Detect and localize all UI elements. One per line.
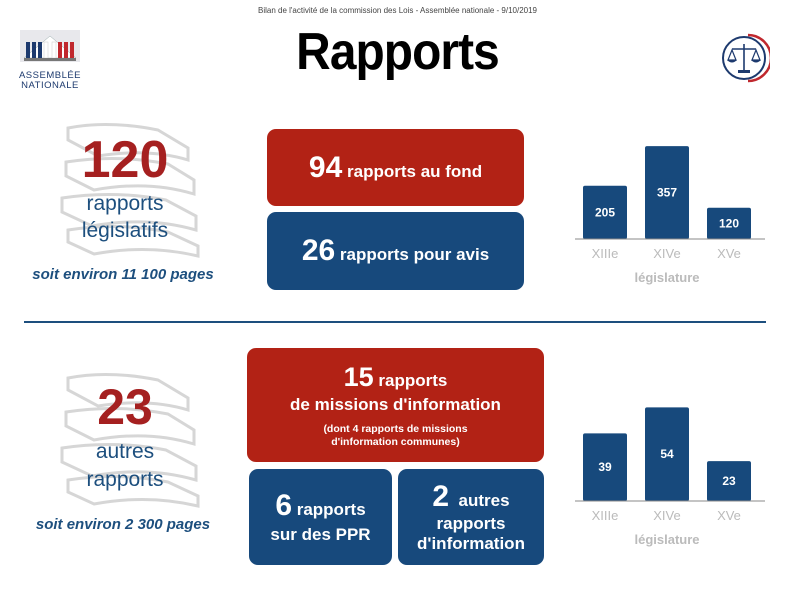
missions-text: rapports <box>373 370 448 390</box>
header-subtitle: Bilan de l'activité de la commission des… <box>257 6 537 15</box>
ppr-number: 6 <box>275 489 292 522</box>
x-tick-label: XVe <box>717 508 741 523</box>
x-tick-label: XVe <box>717 246 741 261</box>
bar-XIVe <box>645 146 689 239</box>
ppr-text: rapports <box>292 500 366 519</box>
other-pages: soit environ 2 300 pages <box>35 516 211 533</box>
bar-value-label: 23 <box>722 474 736 488</box>
books-icon <box>60 122 200 258</box>
reports-fond-text: rapports au fond <box>342 161 483 181</box>
ppr-line2: sur des PPR <box>270 525 371 544</box>
box-reports-fond: 94 rapports au fond <box>267 129 524 206</box>
legislative-label-line2: législatifs <box>81 219 169 242</box>
x-tick-label: XIVe <box>653 508 680 523</box>
bar-XIIIe <box>583 433 627 501</box>
missions-note-line2: d'information communes) <box>331 435 460 448</box>
logo-line2: NATIONALE <box>21 80 79 91</box>
reports-avis-number: 26 <box>301 234 336 267</box>
other-info-line3: d'information <box>417 534 525 553</box>
bar-value-label: 120 <box>719 216 739 230</box>
books-icon-2 <box>60 372 200 508</box>
chart-other-reports: 39 XIIIe 54 XIVe 23 XVe législature <box>575 407 765 547</box>
x-axis-label: législature <box>634 532 699 547</box>
box-other-information: 2 autres rapports d'information <box>398 469 544 565</box>
logo-line1: ASSEMBLÉE <box>18 70 82 81</box>
box-reports-ppr: 6 rapports sur des PPR <box>249 469 392 565</box>
missions-note-line1: (dont 4 rapports de missions <box>323 422 468 435</box>
missions-line2: de missions d'information <box>290 394 501 414</box>
total-other-number: 23 <box>97 379 153 435</box>
bar-value-label: 205 <box>595 205 615 219</box>
total-legislative-number: 120 <box>81 131 169 189</box>
box-missions-information: 15 rapports de missions d'information (d… <box>247 348 544 462</box>
legislative-label-line1: rapports <box>86 192 164 215</box>
reports-fond-number: 94 <box>308 150 343 184</box>
other-label-line1: autres <box>95 440 155 463</box>
chart-legislative-reports: 205 XIIIe 357 XIVe 120 XVe législature <box>575 146 765 285</box>
other-info-line2: rapports <box>436 514 506 533</box>
box-reports-avis: 26 rapports pour avis <box>267 212 524 290</box>
legislative-pages: soit environ 11 100 pages <box>32 266 214 283</box>
missions-number: 15 <box>343 361 374 392</box>
other-label-line2: rapports <box>86 468 164 491</box>
page-title: Rapports <box>296 23 500 81</box>
other-info-text: autres <box>449 491 510 510</box>
x-tick-label: XIIIe <box>592 246 619 261</box>
scales-of-justice-icon <box>722 33 770 83</box>
x-tick-label: XIIIe <box>592 508 619 523</box>
other-info-number: 2 <box>432 480 450 513</box>
x-tick-label: XIVe <box>653 246 680 261</box>
bar-value-label: 39 <box>598 460 612 474</box>
bar-XVe <box>707 461 751 501</box>
bar-value-label: 357 <box>657 186 677 200</box>
bar-XVe <box>707 207 751 239</box>
bar-XIVe <box>645 407 689 501</box>
section-divider <box>24 321 766 323</box>
reports-avis-text: rapports pour avis <box>335 245 490 264</box>
bar-XIIIe <box>583 185 627 239</box>
hemicycle-icon <box>20 30 80 62</box>
x-axis-label: législature <box>634 270 699 285</box>
assemblee-logo: ASSEMBLÉE NATIONALE <box>14 28 86 91</box>
bar-value-label: 54 <box>660 447 674 461</box>
